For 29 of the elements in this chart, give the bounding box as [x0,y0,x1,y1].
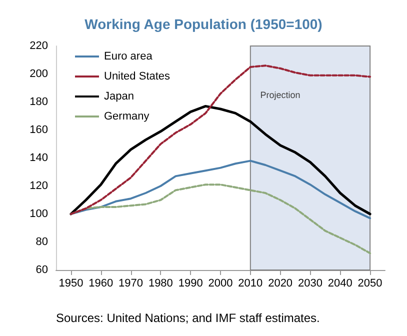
y-tick-label: 200 [30,68,48,80]
legend-label: United States [104,70,171,82]
y-tick-label: 80 [36,236,48,248]
x-tick-label: 2000 [208,278,233,290]
x-tick-label: 2040 [328,278,352,290]
y-tick-label: 160 [30,124,48,136]
x-tick-label: 2020 [268,278,293,290]
x-tick-label: 1980 [148,278,173,290]
x-tick-label: 2050 [358,278,382,290]
x-tick-label: 1970 [118,278,144,290]
chart-title: Working Age Population (1950=100) [84,16,322,32]
line-series [70,104,372,216]
legend-label: Euro area [104,50,154,62]
x-tick-label: 1960 [88,278,114,290]
band-label: Projection [260,90,300,100]
line-series [70,64,372,215]
source-note: Sources: United Nations; and IMF staff estimates. [56,311,320,325]
legend-label: Germany [104,110,150,122]
legend-label: Japan [104,90,134,102]
y-tick-label: 100 [30,208,48,220]
x-tick-label: 1950 [58,278,84,290]
x-tick-label: 2030 [298,278,322,290]
x-tick-label: 1990 [178,278,203,290]
x-tick-label: 2010 [238,278,263,290]
y-tick-label: 120 [30,180,48,192]
y-tick-label: 140 [30,152,48,164]
y-tick-label: 60 [36,264,48,276]
y-tick-label: 220 [30,40,48,52]
y-tick-label: 180 [30,96,48,108]
